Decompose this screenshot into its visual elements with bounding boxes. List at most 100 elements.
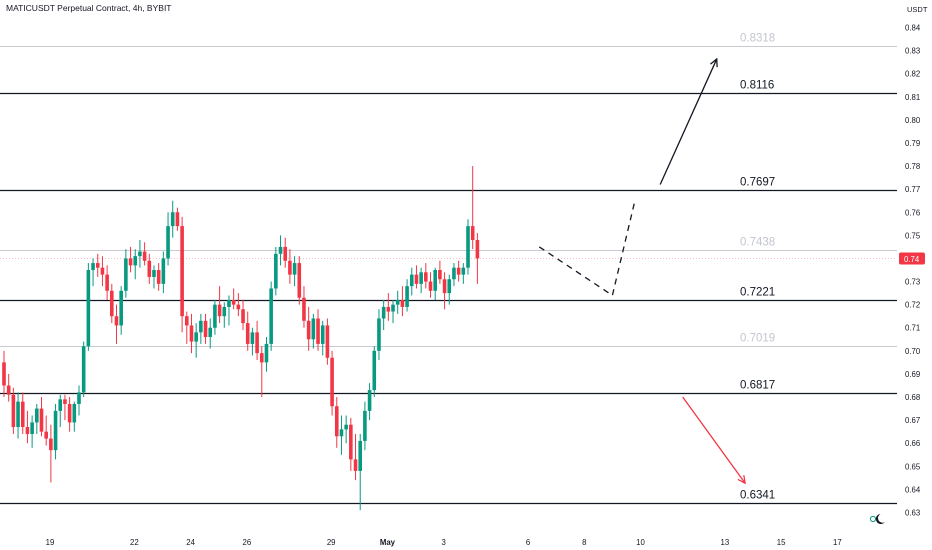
time-tick-label: 15 [777,538,786,547]
price-tick-label: 0.70 [905,347,921,356]
candle-body [386,306,391,312]
candle-body [306,320,311,340]
candle-body [400,300,405,307]
time-tick-label: 8 [582,538,586,547]
price-tick-label: 0.77 [905,185,920,194]
candle-body [297,263,302,298]
price-tick-label: 0.73 [905,278,920,287]
candle-body [208,327,213,337]
candle-body [419,272,423,284]
price-tick-label: 0.75 [905,231,921,240]
candle-body [222,306,227,317]
candle-body [161,258,166,284]
candle-body [227,300,231,307]
level-label: 0.8318 [740,33,775,45]
candle-body [339,429,344,437]
level-label: 0.6817 [740,380,775,392]
candle-body [349,424,353,460]
price-tick-label: 0.66 [905,439,920,448]
price-tick-label: 0.81 [905,93,920,102]
price-tick-label: 0.71 [905,324,920,333]
price-axis[interactable]: 0.63 0.64 0.65 0.66 0.67 0.68 0.69 0.70 0.71 0.72… [899,24,925,518]
candle-body [311,318,316,340]
drawings [538,60,744,483]
candle-body [20,401,25,428]
candle-body [264,343,269,363]
candle-body [438,270,442,280]
candle-body [2,362,6,386]
candle-body [344,424,348,430]
price-tick-label: 0.84 [905,24,921,33]
candle-body [241,309,245,324]
candle-body [170,212,175,227]
candle-body [461,267,466,275]
level-label: 0.6341 [740,490,775,502]
candle-body [330,357,334,407]
candle-body [156,270,161,284]
tradingview-logo-icon[interactable] [868,511,886,525]
candle-body [100,267,105,275]
candle-body [138,251,142,257]
time-tick-label: 3 [442,538,446,547]
candle-body [53,410,58,451]
candle-body [245,323,250,344]
candle-body [124,258,128,291]
price-unit-label: USDT [907,5,928,14]
price-tick-label: 0.80 [905,116,921,125]
candle-body [288,260,292,275]
candle-body [77,392,81,404]
price-tick-label: 0.69 [905,370,920,379]
candle-body [231,300,236,305]
current-price-label: 0.74 [904,255,920,264]
candle-body [110,290,114,317]
candle-body [442,279,447,294]
candle-body [447,279,452,294]
current-price-badge [899,252,925,265]
candle-body [25,427,30,434]
candle-body [166,226,170,259]
candle-body [283,246,288,261]
candle-body [175,212,180,227]
candle-body [259,353,264,363]
time-tick-label: 13 [721,538,730,547]
candle-body [30,422,34,434]
price-tick-label: 0.72 [905,301,920,310]
candle-body [194,332,198,342]
candle-body [250,332,255,344]
candle-body [63,399,67,404]
candle-body [114,316,119,326]
candle-body [203,320,208,337]
candle-body [363,410,367,441]
candle-body [184,316,189,326]
bullish-projection [538,200,636,297]
candle-body [199,320,203,333]
price-tick-label: 0.65 [905,462,921,471]
upside-target-arrow [659,60,716,185]
candle-body [16,401,20,428]
time-tick-label: May [380,538,396,547]
price-tick-label: 0.67 [905,416,920,425]
candle-body [6,385,11,395]
time-axis[interactable]: 19 22 24 26 29 May 3 6 8 10 13 15 17 [46,538,842,547]
candle-body [119,290,123,326]
candle-body [255,332,259,354]
candle-body [475,239,480,259]
candle-body [86,270,91,347]
candle-body [409,274,414,287]
candle-body [414,274,419,284]
horizontal-levels: 0.8318 0.8116 0.7697 0.7438 0.7221 0.7019 0.68… [0,33,897,505]
time-tick-label: 26 [242,538,251,547]
level-label: 0.7697 [740,177,775,189]
price-tick-label: 0.78 [905,162,920,171]
candle-body [217,304,222,317]
candle-body [424,272,428,282]
candle-body [367,390,372,411]
candle-body [278,246,283,254]
price-tick-label: 0.76 [905,208,920,217]
candle-body [95,263,100,268]
candle-body [358,440,363,471]
price-tick-label: 0.79 [905,139,920,148]
time-tick-label: 29 [327,538,336,547]
candle-body [67,403,72,423]
